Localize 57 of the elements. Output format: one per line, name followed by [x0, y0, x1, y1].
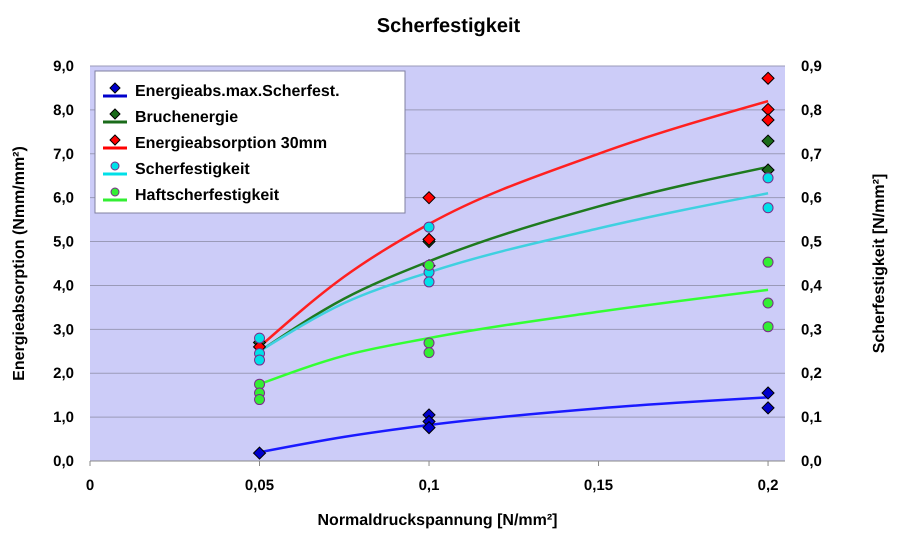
point — [762, 256, 774, 268]
point — [424, 222, 435, 233]
point — [762, 386, 775, 400]
x-tick-label: 0,15 — [584, 477, 614, 494]
y-tick-label: 1,0 — [53, 409, 74, 426]
y-axis-title: Energieabsorption (Nmm/mm²) — [11, 146, 28, 381]
point — [762, 401, 775, 414]
point — [422, 191, 436, 204]
point — [762, 202, 774, 214]
legend-label: Bruchenergie — [135, 109, 238, 126]
legend-label: Energieabsorption 30mm — [135, 135, 328, 152]
y2-axis-title: Scherfestigkeit [N/mm²] — [871, 174, 888, 354]
legend-label: Energieabs.max.Scherfest. — [135, 83, 340, 100]
y-tick-label: 6,0 — [53, 190, 74, 207]
point — [762, 102, 775, 116]
y2-tick-label: 0,4 — [801, 277, 823, 294]
y2-tick-label: 0,1 — [801, 409, 822, 426]
point — [762, 72, 775, 85]
y2-tick-label: 0,2 — [801, 365, 822, 382]
y-tick-label: 3,0 — [53, 321, 74, 338]
point — [253, 446, 266, 460]
x-tick-label: 0,05 — [244, 477, 274, 494]
point — [762, 134, 775, 148]
x-axis-title: Normaldruckspannung [N/mm²] — [317, 512, 558, 529]
point — [254, 332, 266, 344]
legend-label: Haftscherfestigkeit — [135, 187, 280, 204]
point — [762, 321, 774, 332]
point — [762, 172, 774, 184]
y2-tick-label: 0,6 — [801, 190, 822, 207]
point — [254, 354, 266, 366]
y2-tick-label: 0,8 — [801, 102, 822, 119]
x-tick-label: 0,2 — [758, 477, 778, 494]
y-tick-label: 9,0 — [53, 58, 74, 75]
point — [254, 378, 266, 390]
y-tick-label: 5,0 — [53, 234, 74, 251]
x-tick-label: 0,1 — [418, 477, 440, 494]
point — [424, 276, 435, 288]
x-tick-label: 0 — [86, 477, 94, 494]
legend-label: Scherfestigkeit — [135, 161, 250, 178]
y2-tick-label: 0,7 — [801, 146, 822, 163]
point — [762, 113, 775, 126]
point — [422, 421, 436, 434]
point — [422, 232, 436, 246]
y2-tick-label: 0,3 — [801, 321, 822, 338]
chart-title: Scherfestigkeit — [376, 15, 521, 37]
y2-tick-label: 0,5 — [801, 234, 822, 251]
point — [254, 394, 266, 406]
y-tick-label: 7,0 — [53, 146, 74, 163]
y2-tick-label: 0,0 — [801, 453, 822, 470]
point — [762, 298, 774, 308]
y-tick-label: 0,0 — [53, 453, 74, 470]
point — [424, 337, 435, 348]
y-tick-label: 2,0 — [53, 365, 74, 382]
y2-tick-label: 0,9 — [801, 58, 822, 75]
y-tick-label: 8,0 — [53, 102, 74, 119]
y-tick-label: 4,0 — [53, 277, 74, 294]
point — [424, 347, 435, 358]
